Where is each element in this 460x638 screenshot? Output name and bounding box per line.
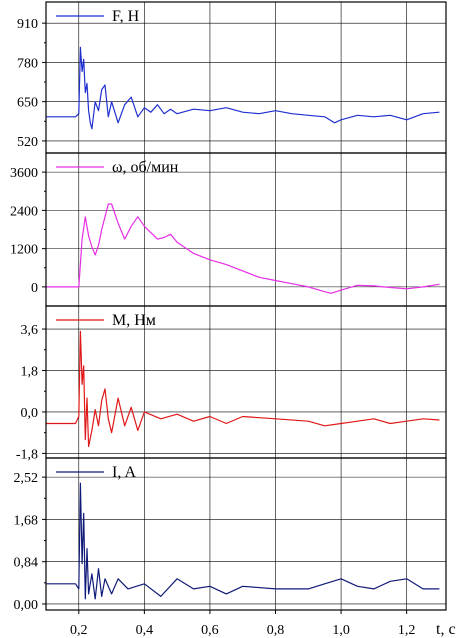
legend-label: F, Н xyxy=(112,8,140,25)
y-tick-label: 520 xyxy=(17,135,38,150)
y-tick-label: 3,6 xyxy=(21,323,39,338)
y-tick-label: 1200 xyxy=(10,243,38,258)
y-tick-label: 0,0 xyxy=(21,406,39,421)
data-series-line xyxy=(46,482,440,600)
data-series-line xyxy=(46,46,440,130)
y-tick-label: 2400 xyxy=(10,204,38,219)
legend-label: ω, об/мин xyxy=(112,159,179,176)
chart-panel-4: 0,00 0,84 1,68 2,52 I, A xyxy=(14,457,447,613)
legend-label: M, Нм xyxy=(112,312,156,329)
panel-frame xyxy=(45,152,447,307)
x-axis: 0,2 0,4 0,6 0,8 1,0 1,2 t, c xyxy=(70,610,456,638)
chart-panel-1: 520 650 780 910 F, Н xyxy=(17,1,447,154)
data-series-line xyxy=(46,330,440,448)
y-tick-label: 910 xyxy=(17,17,38,32)
y-tick-label: 0,84 xyxy=(14,556,39,571)
x-tick-label: 0,6 xyxy=(201,623,219,638)
y-tick-label: 3600 xyxy=(10,166,38,181)
data-series-line xyxy=(46,203,440,294)
x-tick-label: 0,2 xyxy=(70,623,88,638)
x-axis-title: t, c xyxy=(436,621,456,638)
x-tick-label: 0,8 xyxy=(267,623,285,638)
y-tick-label: -1,8 xyxy=(16,447,38,462)
panel-frame xyxy=(45,1,447,154)
y-tick-label: 1,8 xyxy=(21,364,39,379)
y-tick-label: 780 xyxy=(17,56,38,71)
y-tick-label: 650 xyxy=(17,96,38,111)
y-tick-label: 0,00 xyxy=(14,598,39,613)
chart-panel-3: -1,8 0,0 1,8 3,6 M, Нм xyxy=(16,305,447,462)
x-tick-label: 1,2 xyxy=(398,623,416,638)
legend-label: I, A xyxy=(112,464,136,481)
y-tick-label: 0 xyxy=(31,281,38,296)
x-tick-label: 1,0 xyxy=(332,623,350,638)
y-tick-label: 2,52 xyxy=(14,471,39,486)
x-tick-label: 0,4 xyxy=(136,623,154,638)
panel-frame xyxy=(45,457,447,611)
chart-panel-2: 0 1200 2400 3600 ω, об/мин xyxy=(10,152,447,307)
y-tick-label: 1,68 xyxy=(14,513,39,528)
